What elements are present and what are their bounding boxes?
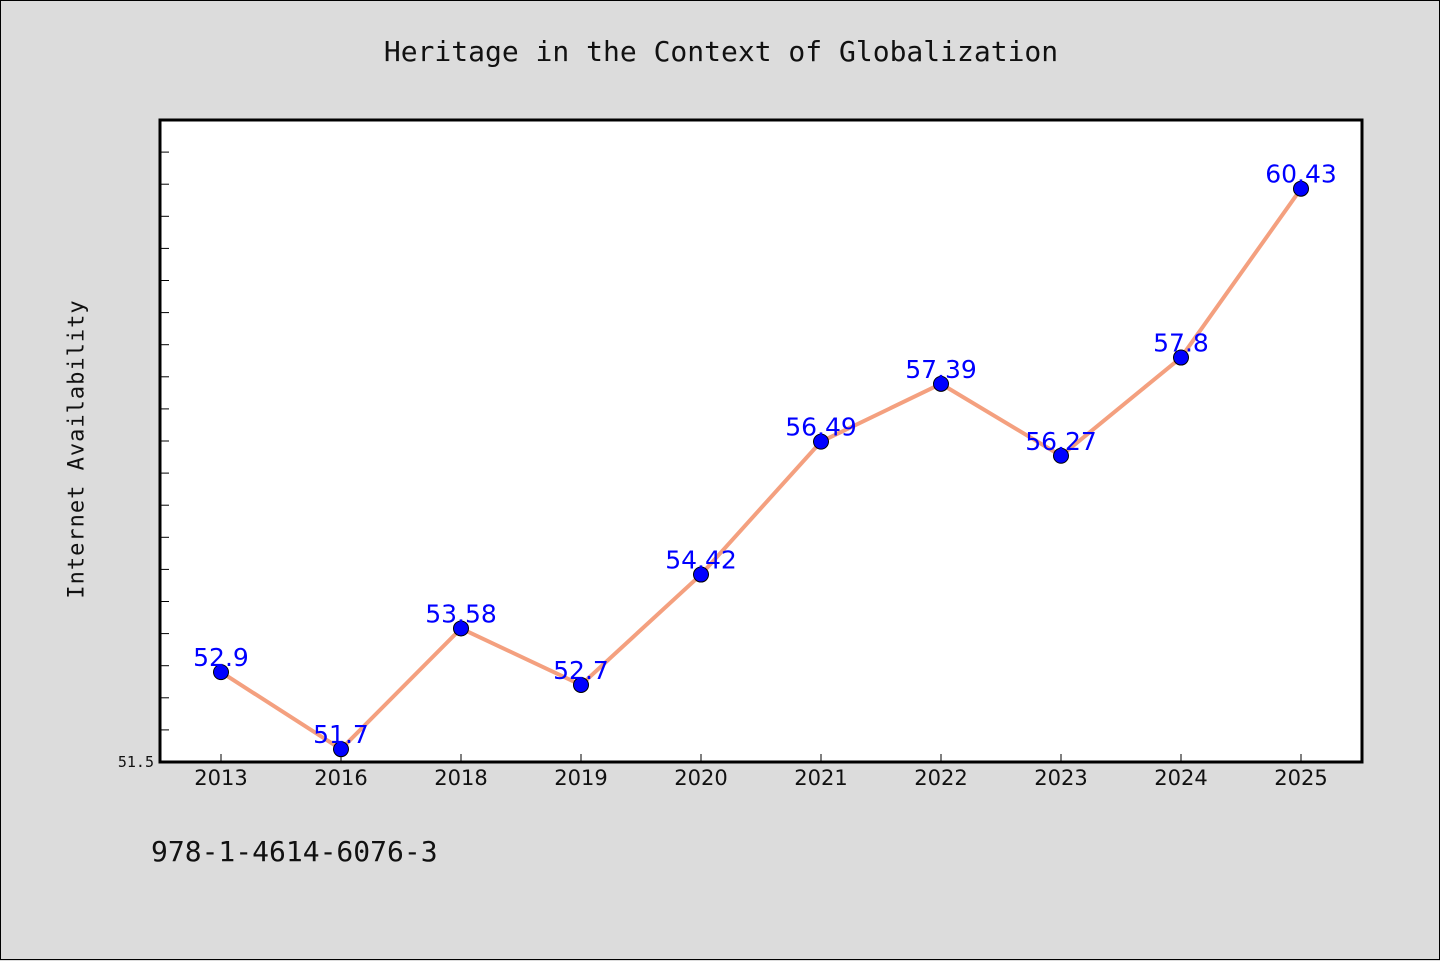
- data-point: [213, 664, 229, 681]
- isbn-footnote: 978-1-4614-6076-3: [151, 835, 438, 868]
- data-label: 52.9: [193, 643, 249, 672]
- data-point: [333, 741, 349, 758]
- plot-frame: [158, 118, 1364, 764]
- data-label: 56.49: [785, 413, 857, 442]
- x-tick-label: 2020: [674, 766, 727, 790]
- data-label: 51.7: [313, 720, 369, 749]
- data-point: [693, 566, 709, 583]
- x-tick-label: 2023: [1034, 766, 1087, 790]
- data-point: [453, 620, 469, 637]
- data-label: 56.27: [1025, 427, 1097, 456]
- data-label: 57.8: [1153, 329, 1209, 358]
- x-tick-label: 2019: [554, 766, 607, 790]
- x-tick-label: 2025: [1274, 766, 1327, 790]
- data-point: [573, 676, 589, 693]
- data-point: [813, 433, 829, 450]
- data-point: [933, 375, 949, 392]
- plot-area: [160, 120, 1362, 762]
- data-label: 60.43: [1265, 160, 1337, 189]
- x-tick-label: 2021: [794, 766, 847, 790]
- x-tick-label: 2013: [194, 766, 247, 790]
- x-tick-label: 2016: [314, 766, 367, 790]
- data-label: 53.58: [425, 599, 497, 628]
- data-label: 57.39: [905, 355, 977, 384]
- data-label: 52.7: [553, 656, 609, 685]
- chart-title: Heritage in the Context of Globalization: [383, 35, 1059, 68]
- x-tick-label: 2024: [1154, 766, 1207, 790]
- x-tick-label: 2018: [434, 766, 487, 790]
- data-label: 54.42: [665, 546, 737, 575]
- x-tick-label: 2022: [914, 766, 967, 790]
- data-point: [1293, 180, 1309, 197]
- y-tick-label: 51.5: [118, 753, 154, 771]
- data-point: [1173, 349, 1189, 366]
- data-point: [1053, 447, 1069, 464]
- series-line: [219, 186, 1303, 752]
